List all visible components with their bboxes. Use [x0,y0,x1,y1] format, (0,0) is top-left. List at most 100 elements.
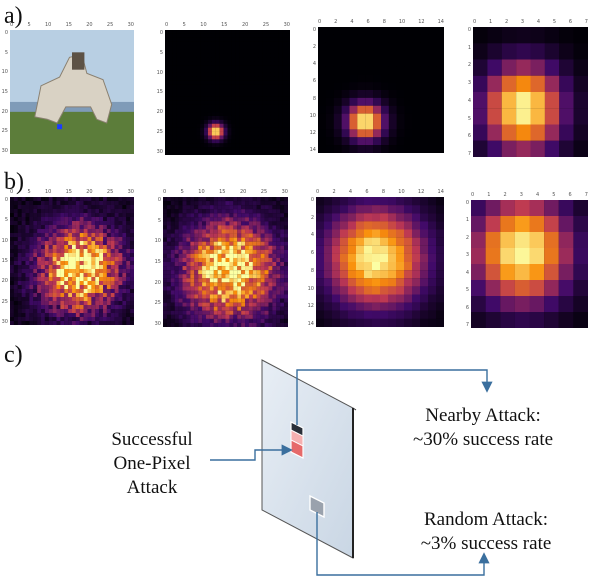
heatmap-cell [501,43,517,60]
heatmap-cell [412,74,421,83]
heatmap-cell [428,205,437,214]
heatmap-cell [209,213,214,218]
heatmap-cell [380,278,389,287]
heatmap-cell [29,273,34,278]
heatmap-cell [33,313,38,318]
heatmap-cell [48,273,53,278]
heatmap-cell [83,213,88,218]
heatmap-cell [258,88,263,93]
heatmap-cell [205,262,210,267]
heatmap-cell [188,57,193,62]
heatmap-cell [239,104,244,109]
heatmap-cell [573,312,588,328]
x-tick-label: 14 [437,189,444,195]
heatmap-cell [233,209,238,214]
heatmap-cell [186,221,191,226]
heatmap-cell [213,225,218,230]
heatmap-cell [364,221,373,230]
heatmap-cell [223,112,228,116]
heatmap-cell [241,257,246,263]
x-tick-label: 15 [219,189,226,195]
heatmap-cell [333,42,342,51]
heatmap-cell [174,306,179,311]
heatmap-cell [215,131,220,136]
heatmap-cell [530,59,545,76]
heatmap-cell [286,92,290,97]
heatmap-cell [205,245,210,250]
heatmap-cell [268,306,273,311]
heatmap-cell [219,104,224,109]
heatmap-cell [29,209,34,214]
heatmap-cell [381,137,389,146]
heatmap-cell [190,213,195,218]
heatmap-cell [250,37,255,42]
heatmap-cell [165,37,169,42]
heatmap-cell [166,217,171,222]
heatmap-cell [56,233,61,238]
heatmap-cell [264,245,269,250]
heatmap-cell [106,269,111,274]
heatmap-cell [95,225,100,230]
heatmap-cell [501,59,517,76]
heatmap-cell [29,237,34,242]
heatmap-cell [68,209,73,214]
heatmap-cell [270,37,275,42]
heatmap-cell [196,65,201,70]
heatmap-cell [68,205,73,210]
heatmap-cell [229,310,234,315]
heatmap-cell [103,237,107,242]
heatmap-cell [60,209,65,214]
heatmap-cell [280,278,285,283]
heatmap-cell [487,59,502,76]
heatmap-cell [176,65,181,70]
heatmap-cell [37,301,42,306]
heatmap-cell [198,282,203,287]
heatmap-cell [404,34,413,43]
heatmap-cell [221,290,226,295]
heatmap-cell [471,232,486,249]
heatmap-cell [237,302,242,307]
heatmap-cell [64,269,69,274]
heatmap-cell [168,104,173,109]
heatmap-cell [252,229,257,234]
heatmap-cell [37,225,42,230]
heatmap-cell [221,322,226,327]
heatmap-cell [87,197,92,202]
heatmap-cell [196,92,201,97]
heatmap-cell [243,115,248,120]
heatmap-cell [165,69,169,74]
heatmap-cell [237,249,242,254]
heatmap-cell [211,104,216,109]
heatmap-cell [237,306,242,311]
heatmap-cell [231,131,236,136]
heatmap-cell [83,261,88,266]
heatmap-cell [247,84,251,89]
heatmap-cell [530,75,545,93]
heatmap-cell [110,213,115,218]
heatmap-cell [284,266,288,271]
heatmap-cell [33,261,38,266]
heatmap-cell [256,310,261,315]
heatmap-cell [278,112,283,116]
heatmap-cell [258,45,263,50]
heatmap-cell [245,298,249,303]
heatmap-cell [174,233,179,238]
heatmap-cell [207,115,212,120]
heatmap-cell [268,302,273,307]
heatmap-cell [215,30,220,34]
heatmap-cell [404,310,413,319]
heatmap-cell [318,66,326,75]
heatmap-cell [544,312,559,328]
x-tick-label: 30 [281,189,288,195]
heatmap-cell [280,290,285,295]
heatmap-cell [106,233,111,238]
heatmap-cell [37,321,42,325]
heatmap-cell [95,293,100,298]
heatmap-cell [221,209,226,214]
heatmap-cell [268,262,273,267]
heatmap-cell [280,201,285,206]
heatmap-cell [165,123,169,128]
heatmap-cell [412,90,421,98]
heatmap-cell [284,270,288,275]
heatmap-cell [559,140,574,157]
